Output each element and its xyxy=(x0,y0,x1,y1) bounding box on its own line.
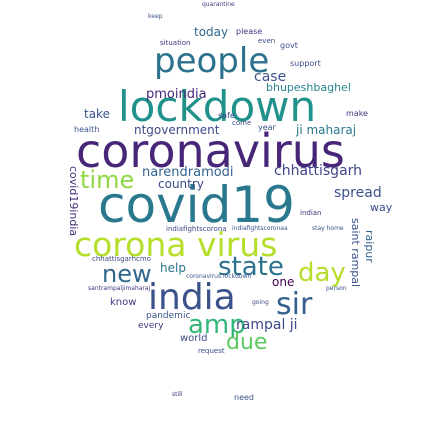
word-need: need xyxy=(234,393,254,402)
word-govt: govt xyxy=(280,41,298,50)
word-time: time xyxy=(80,166,135,194)
word-know: know xyxy=(110,297,137,308)
word-indiafightscoronaa: indiafightscoronaa xyxy=(232,225,288,232)
word-spread: spread xyxy=(334,185,382,201)
word-situation: situation xyxy=(160,39,191,47)
word-take: take xyxy=(84,107,110,121)
word-support: support xyxy=(290,59,321,68)
word-day: day xyxy=(298,258,346,288)
word-people: people xyxy=(154,41,270,81)
word-due: due xyxy=(226,330,268,355)
word-year: year xyxy=(258,123,276,132)
word-pmoindia: pmoindia xyxy=(146,87,207,102)
word-coronavirus: coronavirus xyxy=(76,124,345,178)
word-corona-virus: corona virus xyxy=(74,225,278,264)
word-help: help xyxy=(160,261,186,275)
word-come: come xyxy=(232,119,252,127)
word-coronavirus-lockdown: coronavirus lockdown xyxy=(186,273,252,280)
word-quarantine: quarantine xyxy=(202,1,235,8)
word-amp: amp xyxy=(188,310,246,340)
word-narendramodi: narendramodi xyxy=(142,165,234,180)
word-raipur: raipur xyxy=(363,230,376,263)
word-every: every xyxy=(138,321,164,331)
word-pandemic: pandemic xyxy=(146,311,191,321)
word-chhattisgarh: chhattisgarh xyxy=(274,163,363,179)
word-covid19india: covid19india xyxy=(67,166,80,237)
word-ntgovernment: ntgovernment xyxy=(134,123,220,137)
word-rampal-ji: rampal ji xyxy=(236,317,298,333)
word-covid19: covid19 xyxy=(98,176,295,234)
word-ji-maharaj: ji maharaj xyxy=(296,123,357,137)
word-case: case xyxy=(254,69,287,85)
word-chhattisgarhcmo: chhattisgarhcmo xyxy=(92,255,151,263)
word-please: please xyxy=(236,27,263,36)
word-santrampaljimaharaj: santrampaljimaharaj xyxy=(88,285,151,292)
word-make: make xyxy=(346,109,368,118)
word-country: country xyxy=(158,177,204,191)
word-even: even xyxy=(258,37,276,45)
word-sir: sir xyxy=(276,287,313,322)
word-new: new xyxy=(102,260,152,288)
word-keep: keep xyxy=(148,13,163,20)
word-going: going xyxy=(252,299,269,306)
word-stay-home: stay home xyxy=(312,225,344,232)
word-safe: safe xyxy=(218,111,235,120)
word-way: way xyxy=(370,201,393,214)
word-request: request xyxy=(198,347,225,355)
word-world: world xyxy=(180,333,208,344)
word-india: india xyxy=(148,277,236,318)
word-still: still xyxy=(172,391,183,398)
word-today: today xyxy=(194,25,229,39)
word-state: state xyxy=(218,252,284,282)
word-bhupeshbaghel: bhupeshbaghel xyxy=(266,81,351,94)
word-indiafightscorona: indiafightscorona xyxy=(166,225,227,233)
word-lockdown: lockdown xyxy=(118,82,317,131)
word-indian: indian xyxy=(300,209,322,217)
word-person: person xyxy=(326,285,347,292)
word-saint-rampal: saint rampal xyxy=(349,218,362,288)
word-one: one xyxy=(272,275,295,289)
word-health: health xyxy=(74,125,100,134)
